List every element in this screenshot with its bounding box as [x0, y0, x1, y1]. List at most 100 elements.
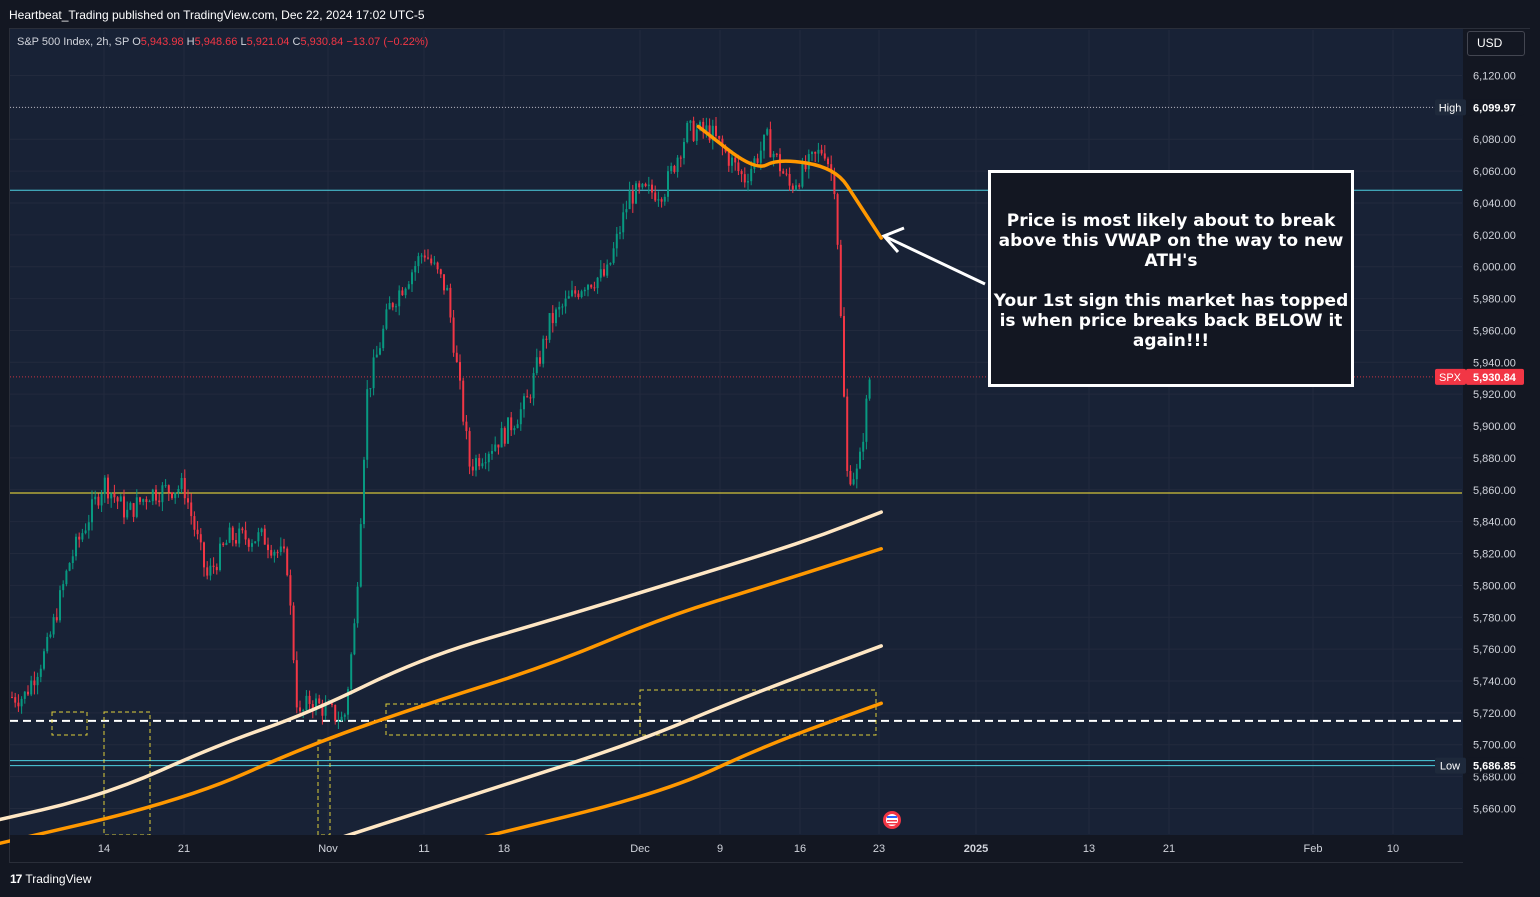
- candle-body: [75, 536, 77, 557]
- candle-body: [27, 691, 29, 695]
- level-tag-name: SPX: [1439, 372, 1462, 384]
- candle-body: [215, 566, 218, 571]
- time-tick-label: 23: [873, 843, 885, 855]
- candle-body: [443, 274, 445, 291]
- candle-body: [766, 129, 769, 135]
- candle-body: [689, 120, 692, 123]
- candle-body: [551, 313, 554, 324]
- candle-body: [731, 157, 733, 166]
- candle-body: [257, 532, 260, 542]
- candle-body: [663, 196, 666, 202]
- candle-body: [46, 636, 49, 652]
- candle-body: [251, 543, 253, 547]
- candle-body: [395, 306, 397, 308]
- candle-body: [660, 199, 663, 202]
- candle-body: [737, 162, 740, 172]
- candle-body: [526, 396, 529, 398]
- time-tick-label: 11: [418, 843, 429, 855]
- candle-body: [103, 477, 106, 494]
- candle-body: [14, 697, 17, 703]
- symbol-title: S&P 500 Index, 2h, SP: [17, 36, 130, 48]
- candle-body: [545, 338, 548, 340]
- candle-body: [247, 539, 250, 547]
- candle-body: [164, 485, 167, 487]
- vwap-line: [0, 510, 883, 822]
- price-tick-label: 6,000.00: [1473, 262, 1516, 274]
- candle-body: [801, 162, 804, 187]
- candle-body: [423, 255, 426, 258]
- candle-body: [491, 451, 493, 454]
- candle-body: [692, 120, 695, 141]
- candle-body: [452, 317, 455, 353]
- candle-body: [385, 309, 388, 329]
- economic-event-flag-icon[interactable]: [883, 811, 901, 829]
- publish-info: Heartbeat_Trading published on TradingVi…: [9, 8, 425, 22]
- currency-button[interactable]: USD: [1467, 31, 1525, 56]
- candle-body: [391, 303, 394, 308]
- chart-area[interactable]: [9, 28, 1530, 863]
- candle-body: [651, 184, 653, 193]
- annotation-arrow: [881, 226, 986, 286]
- candle-body: [846, 396, 849, 471]
- candle-body: [289, 575, 292, 606]
- candle-body: [267, 544, 269, 551]
- candle-body: [212, 565, 215, 567]
- candle-body: [113, 493, 116, 498]
- open-label: O: [132, 36, 141, 48]
- candle-body: [411, 272, 413, 285]
- time-axis[interactable]: 14 21 Nov 11 18 Dec 9 16 23 2025 13 21 Feb 10: [10, 835, 1463, 862]
- candle-body: [609, 262, 612, 265]
- candle-body: [593, 287, 596, 289]
- candle-body: [670, 165, 673, 172]
- price-tick-label: 5,700.00: [1473, 740, 1516, 752]
- candle-body: [71, 556, 74, 564]
- time-tick-label: 2025: [964, 843, 988, 855]
- price-tick-label: 5,900.00: [1473, 421, 1516, 433]
- candle-body: [350, 654, 353, 690]
- candle-body: [695, 129, 698, 141]
- candle-body: [535, 357, 538, 374]
- candle-body: [788, 173, 791, 186]
- candle-body: [145, 499, 148, 502]
- candle-body: [161, 485, 164, 503]
- grid: [10, 30, 1462, 834]
- level-tag-bg: [1435, 99, 1466, 116]
- candle-body: [686, 122, 689, 143]
- time-axis-background: [10, 835, 1463, 862]
- price-axis[interactable]: 6,120.006,100.006,080.006,060.006,040.00…: [1435, 29, 1530, 863]
- level-price-bg: [1466, 99, 1524, 116]
- candle-body: [849, 470, 852, 485]
- arrow-shaft: [883, 234, 986, 286]
- level-tag-bg: [1435, 368, 1466, 385]
- tradingview-mark-icon: 17: [10, 872, 22, 886]
- candle-body: [39, 668, 42, 677]
- candle-body: [177, 488, 180, 493]
- candle-body: [820, 149, 823, 154]
- candle-body: [615, 233, 618, 249]
- price-tick-label: 5,920.00: [1473, 389, 1516, 401]
- candles: [11, 116, 871, 729]
- candle-body: [353, 623, 356, 655]
- candle-body: [59, 590, 61, 621]
- candle-body: [804, 162, 807, 170]
- candle-body: [577, 293, 580, 298]
- close-label: C: [292, 36, 301, 48]
- candle-body: [241, 528, 244, 531]
- candle-body: [199, 534, 202, 543]
- candle-body: [36, 676, 39, 686]
- candle-body: [747, 181, 749, 183]
- candle-body: [555, 309, 557, 324]
- high-label: H: [186, 36, 195, 48]
- candle-body: [97, 496, 100, 506]
- candle-body: [148, 501, 151, 503]
- tradingview-logo[interactable]: 17 TradingView: [10, 872, 91, 886]
- candle-body: [190, 502, 193, 517]
- candle-body: [596, 277, 599, 289]
- candle-body: [673, 165, 676, 172]
- footer: [0, 863, 1540, 897]
- candle-body: [539, 357, 541, 364]
- symbol-legend[interactable]: S&P 500 Index, 2h, SP O5,943.98 H5,948.6…: [17, 36, 428, 48]
- candle-body: [647, 184, 650, 187]
- candle-body: [139, 497, 141, 502]
